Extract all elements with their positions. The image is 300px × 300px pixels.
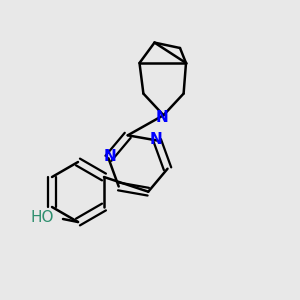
Text: N: N (156, 110, 168, 125)
Text: N: N (103, 149, 116, 164)
Text: HO: HO (31, 210, 54, 225)
Text: N: N (149, 131, 162, 146)
